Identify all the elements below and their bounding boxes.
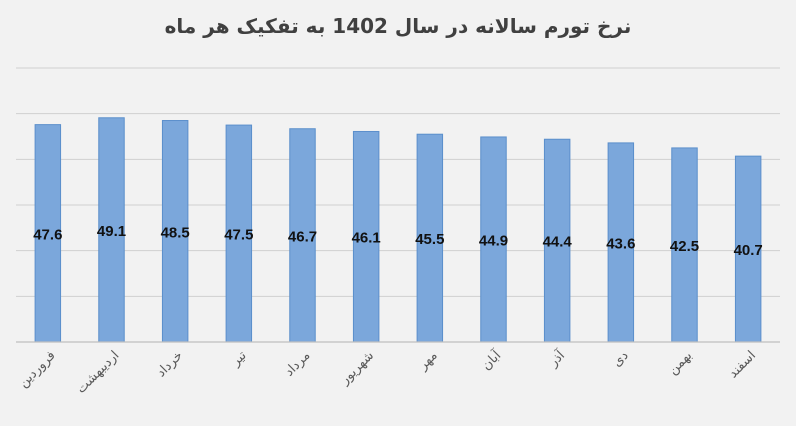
bar	[734, 155, 762, 343]
bar	[161, 120, 189, 343]
bar	[480, 136, 507, 343]
bar	[225, 124, 253, 343]
data-label: 45.5	[415, 231, 444, 248]
category-label: اردیبهشت	[74, 348, 122, 396]
bar	[543, 138, 571, 343]
data-label: 46.1	[352, 230, 381, 247]
category-label: فروردین	[16, 348, 59, 391]
data-label: 43.6	[606, 235, 635, 252]
data-label: 44.4	[543, 234, 573, 251]
data-label: 47.5	[224, 227, 253, 244]
category-label: آذر	[544, 346, 569, 371]
data-label: 48.5	[161, 224, 190, 241]
category-label: خرداد	[154, 348, 186, 380]
category-label: مهر	[415, 348, 441, 374]
data-label: 42.5	[670, 238, 699, 255]
bar	[607, 142, 635, 343]
category-label: شهریور	[337, 348, 377, 388]
category-label: اسفند	[726, 348, 759, 381]
category-label: تیر	[228, 348, 250, 370]
category-label: مرداد	[282, 348, 313, 379]
bar	[671, 147, 698, 343]
bar	[98, 117, 125, 343]
data-label: 47.6	[33, 226, 62, 243]
data-label: 40.7	[734, 242, 763, 259]
category-label: آبان	[478, 346, 506, 374]
data-label: 49.1	[97, 223, 126, 240]
category-label: بهمن	[666, 348, 696, 378]
category-label: دی	[610, 348, 632, 370]
bar	[34, 124, 62, 343]
data-label: 46.7	[288, 228, 317, 245]
data-label: 44.9	[479, 232, 508, 249]
chart-title: نرخ تورم سالانه در سال 1402 به تفکیک هر …	[164, 14, 632, 38]
